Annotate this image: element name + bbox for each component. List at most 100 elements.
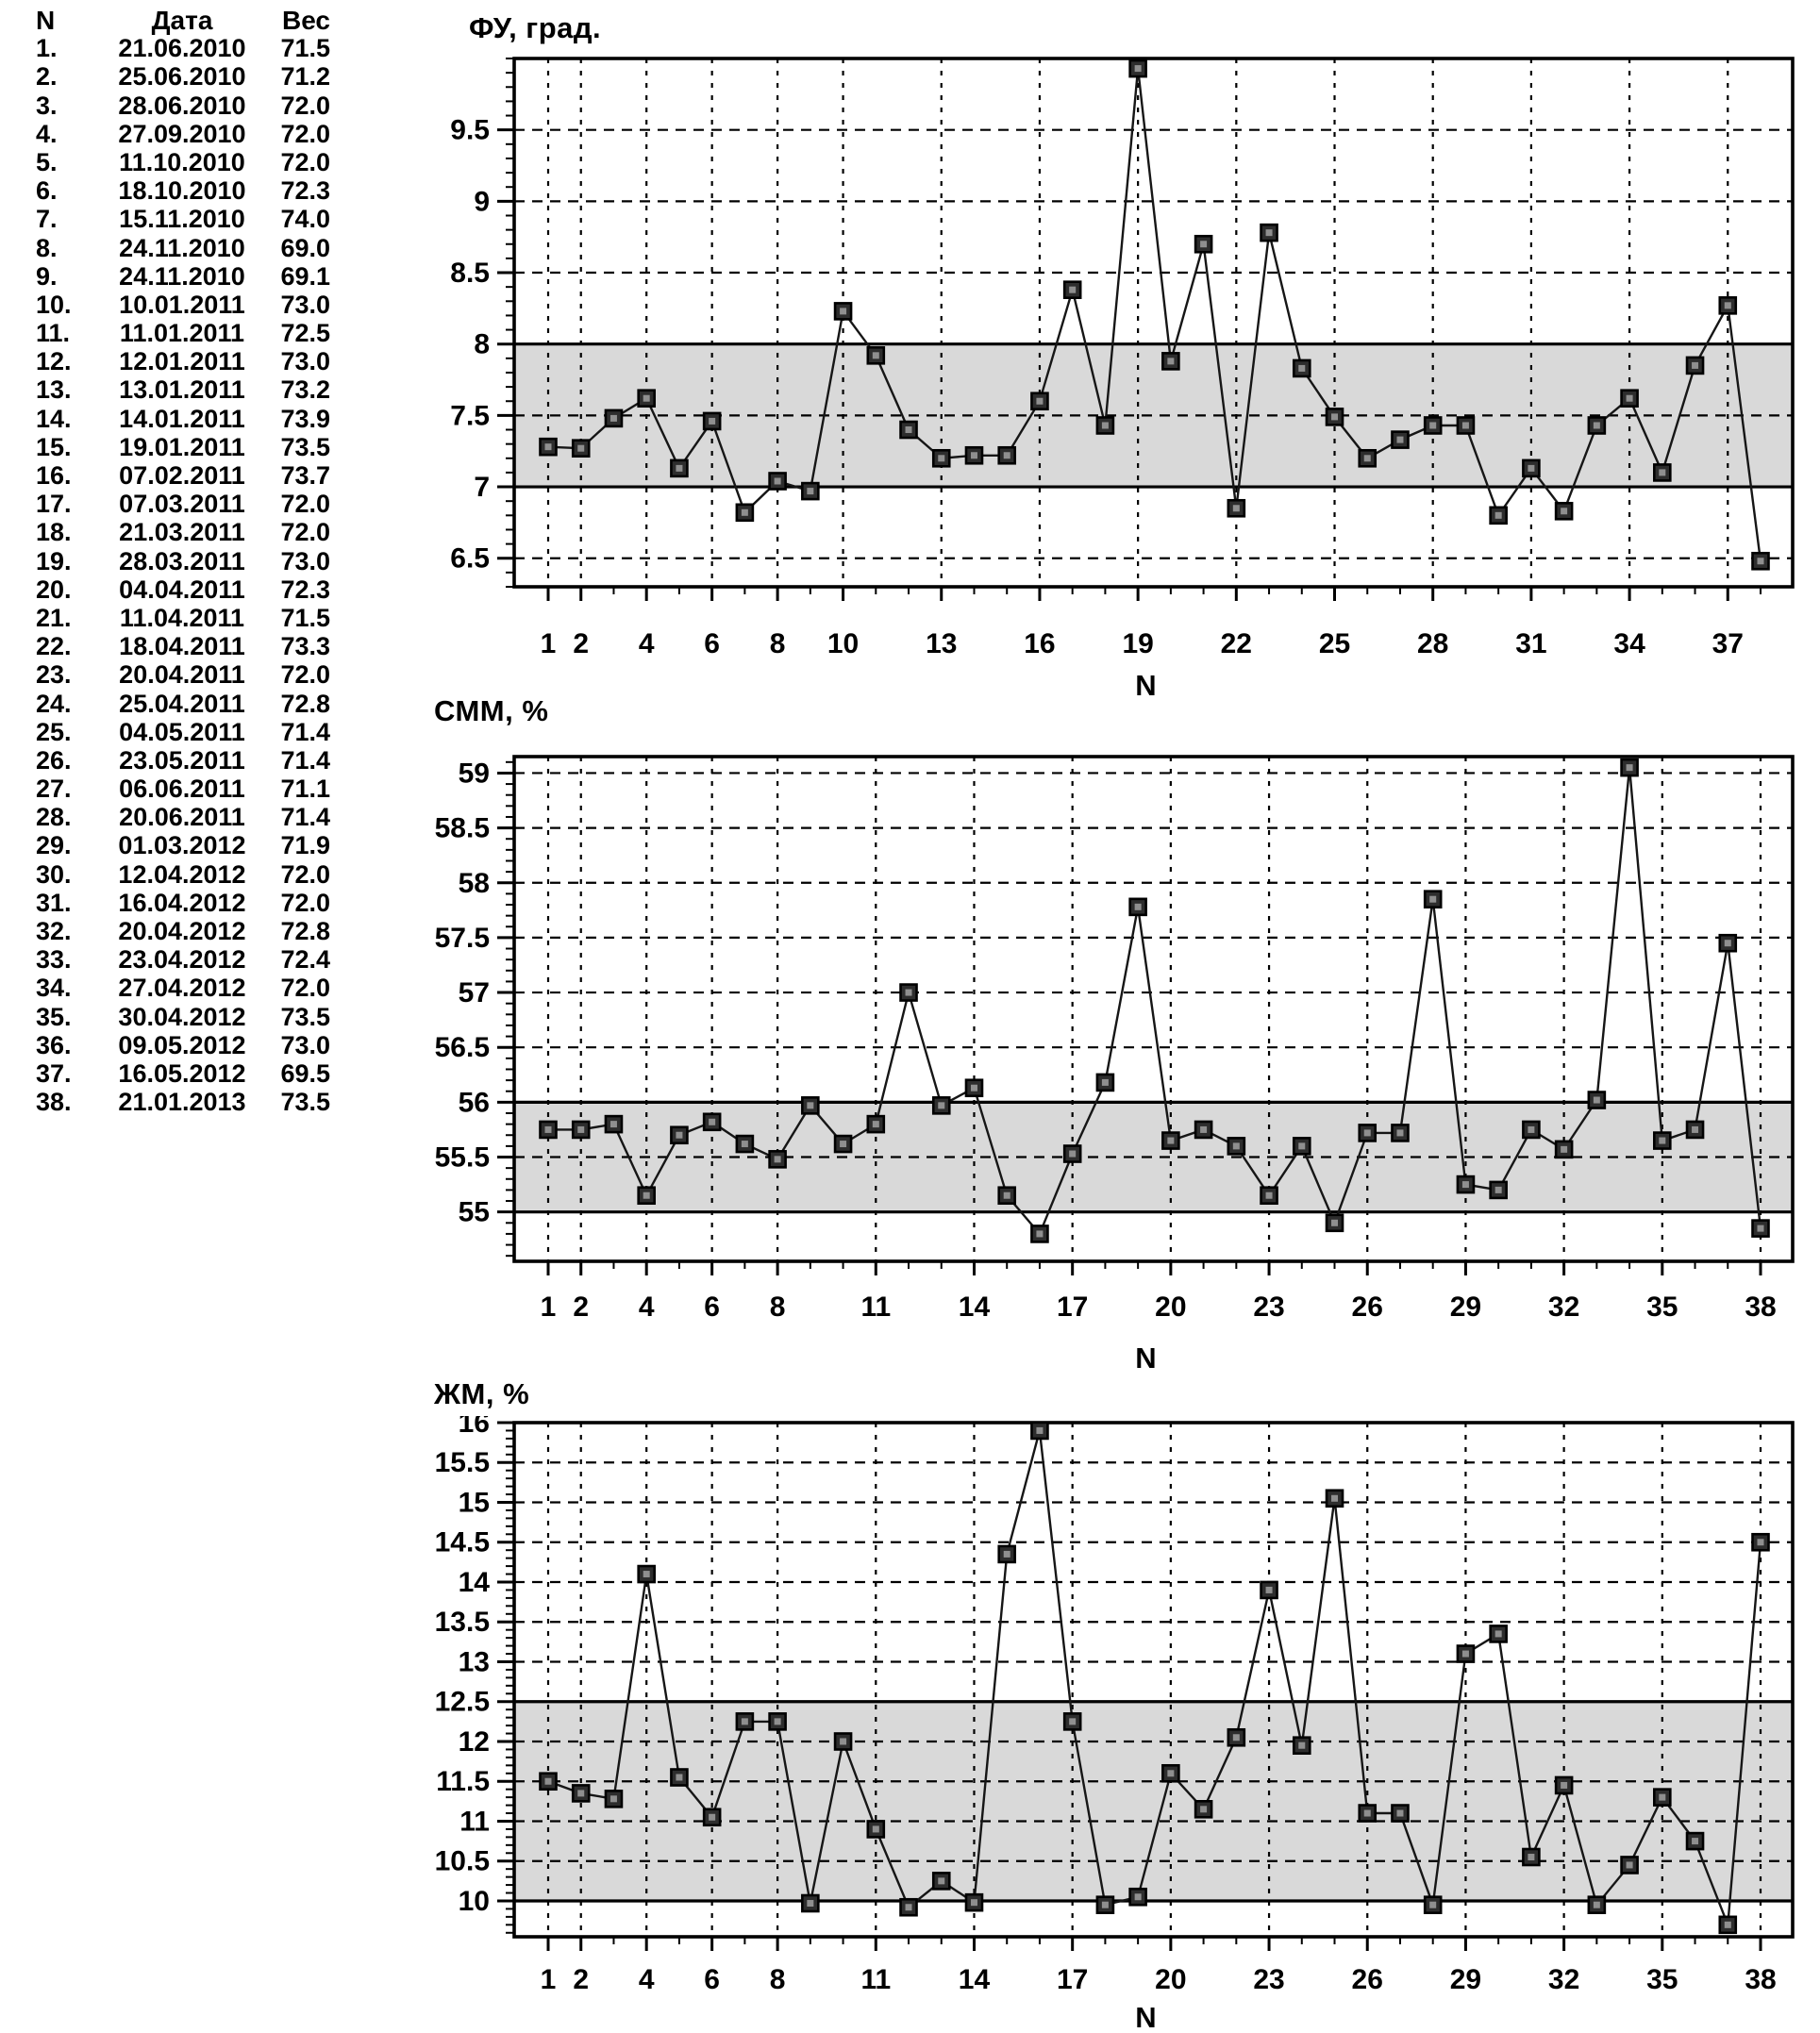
data-point [1391,1124,1410,1142]
x-tick-label: 11 [860,1964,891,1995]
cell-date: 25.06.2010 [118,62,246,92]
x-tick-label: 34 [1613,628,1645,659]
data-point [1620,1856,1639,1875]
cell-n: 21. [36,603,72,632]
cell-weight: 71.4 [280,717,330,746]
data-point [1391,1804,1410,1823]
table-row: 12. 12.01.2011 73.0 [28,347,330,375]
data-point [1653,1131,1672,1150]
data-point [1030,1225,1049,1243]
cell-n: 22. [36,632,72,661]
y-tick-label: 8.5 [450,258,490,289]
cell-n: 1. [36,34,58,63]
cell-date: 20.04.2011 [119,660,245,690]
data-point [670,1768,689,1787]
x-tick-label: 6 [704,628,720,659]
data-point [1620,758,1639,777]
data-point [1653,1788,1672,1807]
cell-n: 30. [36,859,72,889]
cell-weight: 71.5 [280,603,330,632]
data-point [1718,296,1738,315]
data-point [670,458,689,478]
table-row: 6. 18.10.2010 72.3 [28,176,330,205]
table-row: 25. 04.05.2011 71.4 [28,718,330,746]
cell-date: 28.06.2010 [118,91,246,120]
data-point [1391,430,1410,449]
cell-n: 16. [36,461,72,490]
data-point [997,445,1017,465]
data-point [1456,1644,1476,1663]
data-point [1358,1804,1378,1823]
y-tick-label: 56 [459,1087,490,1118]
cell-date: 25.04.2011 [119,689,245,718]
data-point [768,1150,787,1169]
x-tick-label: 28 [1417,628,1448,659]
cell-weight: 71.2 [280,62,330,92]
table-header-row: N Дата Вес [28,6,330,35]
x-tick-label: 29 [1450,1964,1481,1995]
table-row: 30. 12.04.2012 72.0 [28,860,330,889]
table-row: 33. 23.04.2012 72.4 [28,945,330,974]
cell-n: 28. [36,803,72,832]
y-tick-label: 7.5 [450,400,490,431]
table-row: 34. 27.04.2012 72.0 [28,974,330,1002]
data-point [735,503,755,523]
cell-n: 35. [36,1002,72,1031]
data-point [1718,933,1738,953]
cell-weight: 72.0 [280,888,330,917]
cell-date: 23.04.2012 [118,945,246,975]
table-row: 23. 20.04.2011 72.0 [28,660,330,689]
data-point [1522,458,1541,478]
cell-date: 28.03.2011 [119,546,245,575]
data-point [931,1872,951,1891]
cell-n: 12. [36,347,72,376]
data-point [604,1114,624,1134]
data-point [931,1096,951,1115]
data-point [833,1134,853,1154]
table-row: 27. 06.06.2011 71.1 [28,775,330,803]
data-point [1292,1736,1311,1756]
cell-n: 7. [36,205,58,234]
data-point [1423,416,1443,435]
data-point [1423,890,1443,908]
x-tick-label: 26 [1352,1291,1383,1323]
table-row: 35. 30.04.2012 73.5 [28,1003,330,1031]
data-point [571,1120,591,1140]
y-tick-label: 12 [459,1726,490,1758]
x-tick-label: 2 [573,628,589,659]
cell-n: 6. [36,176,58,206]
x-tick-label: 13 [926,628,957,659]
cell-weight: 72.5 [280,319,330,348]
x-tick-label: 1 [541,628,557,659]
data-point [1062,1712,1082,1731]
x-tick-label: 26 [1352,1964,1383,1995]
table-row: 28. 20.06.2011 71.4 [28,803,330,831]
data-point [997,1544,1017,1564]
data-point [866,1114,886,1134]
cell-n: 11. [36,319,71,348]
x-tick-label: 29 [1450,1291,1481,1323]
cell-weight: 72.8 [280,689,330,718]
data-point [1128,58,1147,78]
data-point [801,481,820,501]
table-row: 2. 25.06.2010 71.2 [28,62,330,91]
data-point [1194,1800,1213,1819]
cell-date: 16.05.2012 [118,1058,246,1088]
table-row: 37. 16.05.2012 69.5 [28,1059,330,1088]
chart-title-jm: ЖМ, % [434,1377,530,1410]
cell-weight: 73.0 [280,546,330,575]
cell-weight: 72.0 [280,119,330,148]
y-tick-label: 8 [474,329,490,360]
cell-date: 07.03.2011 [119,490,245,519]
cell-weight: 72.3 [280,176,330,206]
cell-n: 29. [36,831,72,860]
cell-date: 12.01.2011 [119,347,245,376]
table-row: 19. 28.03.2011 73.0 [28,547,330,575]
data-point [1751,551,1770,571]
data-point [1030,392,1049,411]
cell-n: 8. [36,233,58,262]
table-row: 36. 09.05.2012 73.0 [28,1031,330,1059]
cell-weight: 71.5 [280,34,330,63]
cell-weight: 71.1 [280,775,330,804]
cell-weight: 73.0 [280,1030,330,1059]
